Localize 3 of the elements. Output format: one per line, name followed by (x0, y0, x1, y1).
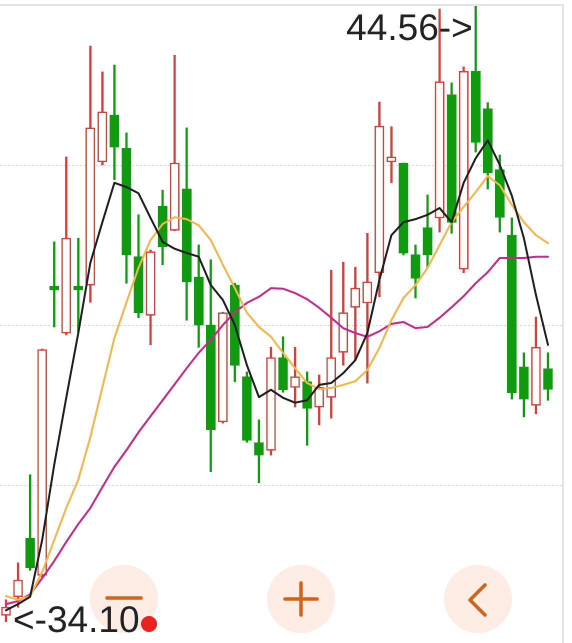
annotation: <-34.10 (13, 599, 140, 640)
candlestick (49, 242, 60, 328)
candlestick (73, 238, 84, 332)
